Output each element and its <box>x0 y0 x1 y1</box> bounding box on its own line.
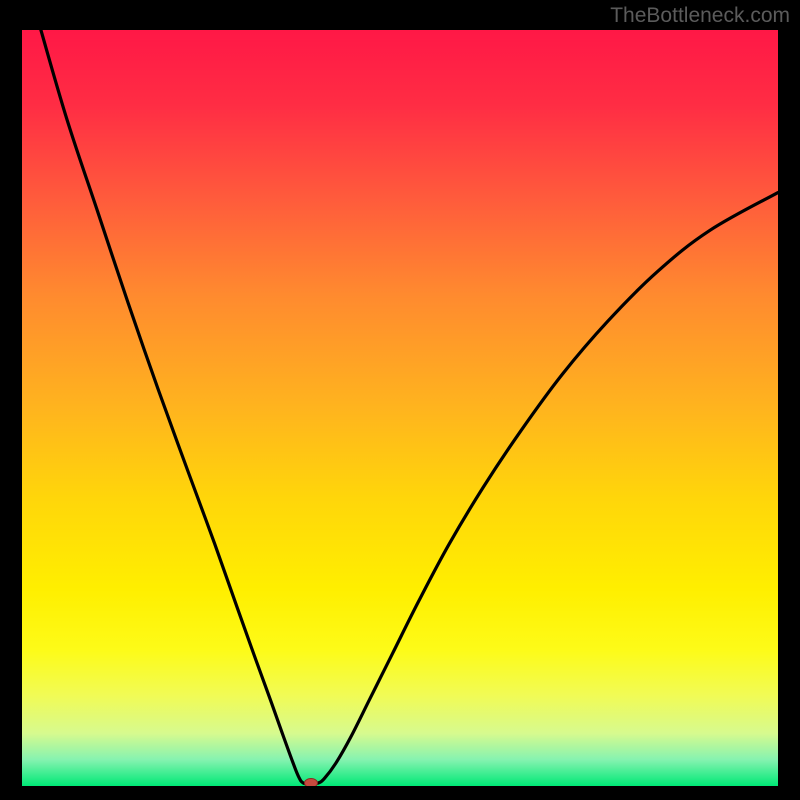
curve-path <box>41 30 778 784</box>
minimum-marker <box>304 778 318 786</box>
watermark-text: TheBottleneck.com <box>610 4 790 28</box>
bottleneck-curve <box>22 30 778 786</box>
plot-area <box>22 30 778 786</box>
